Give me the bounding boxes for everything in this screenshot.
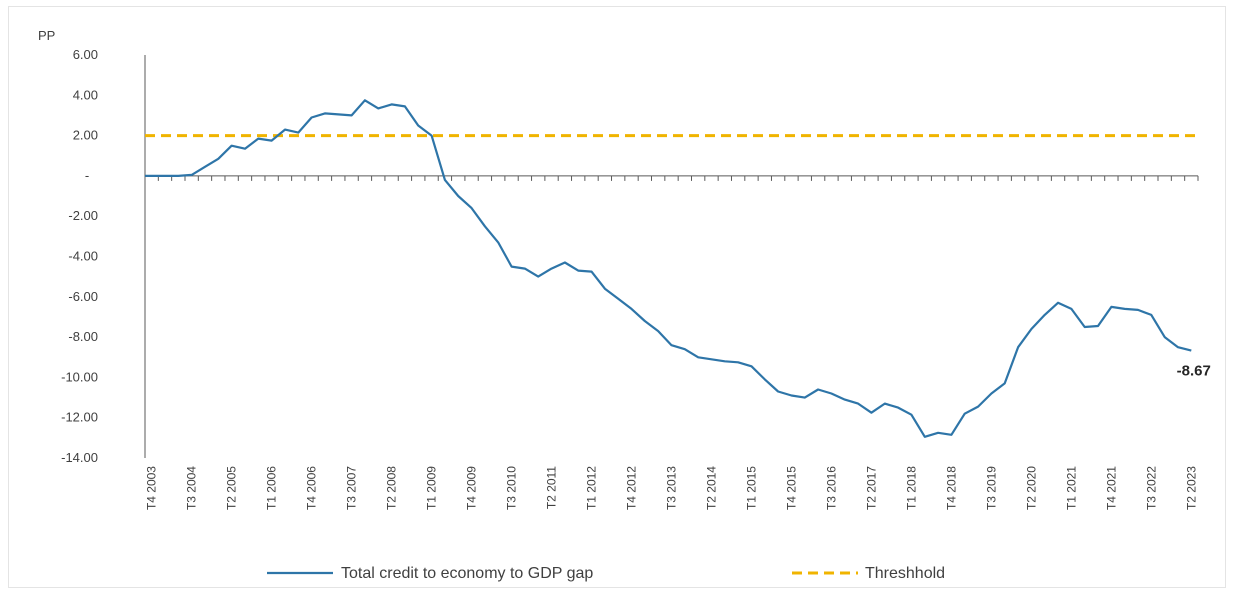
y-tick-label: -4.00: [68, 249, 98, 264]
x-tick-label: T1 2009: [425, 466, 439, 510]
y-tick-label: -: [85, 168, 89, 183]
x-tick-label: T2 2005: [225, 466, 239, 510]
last-value-label: -8.67: [1177, 363, 1211, 380]
x-tick-label: T4 2015: [784, 466, 798, 510]
x-tick-label: T4 2012: [625, 466, 639, 510]
x-tick-label: T4 2009: [465, 466, 479, 510]
y-unit-label: PP: [38, 28, 55, 43]
x-tick-label: T3 2010: [505, 466, 519, 510]
x-tick-label: T2 2011: [545, 466, 559, 509]
x-tick-label: T1 2015: [744, 466, 758, 510]
y-tick-label: -8.00: [68, 329, 98, 344]
x-tick-label: T4 2021: [1104, 466, 1118, 510]
y-tick-label: -2.00: [68, 208, 98, 223]
y-tick-label: 2.00: [73, 128, 98, 143]
legend-label-credit-gap: Total credit to economy to GDP gap: [341, 565, 593, 582]
x-tick-label: T2 2008: [385, 466, 399, 510]
x-tick-label: T2 2014: [704, 466, 718, 510]
x-tick-label: T1 2006: [265, 466, 279, 510]
y-tick-label: 4.00: [73, 87, 98, 102]
x-tick-label: T3 2022: [1144, 466, 1158, 510]
x-tick-label: T2 2020: [1024, 466, 1038, 510]
x-tick-label: T4 2003: [145, 466, 159, 510]
credit-gap-line: [145, 99, 1192, 438]
y-tick-label: -12.00: [61, 410, 98, 425]
x-tick-label: T3 2016: [824, 466, 838, 510]
x-tick-label: T1 2021: [1064, 466, 1078, 510]
y-tick-label: -6.00: [68, 289, 98, 304]
legend: Total credit to economy to GDP gap Thres…: [267, 565, 945, 582]
x-axis-minor-ticks: [144, 175, 1199, 181]
x-tick-label: T3 2007: [345, 466, 359, 510]
chart-frame: [8, 6, 1226, 588]
y-tick-label: 6.00: [73, 47, 98, 62]
x-tick-label: T2 2017: [864, 466, 878, 510]
y-tick-label: -14.00: [61, 450, 98, 465]
x-tick-label: T3 2013: [665, 466, 679, 510]
x-tick-label: T3 2019: [984, 466, 998, 510]
x-tick-label: T2 2023: [1184, 466, 1198, 510]
legend-label-threshold: Threshhold: [865, 565, 945, 582]
x-tick-label: T1 2012: [585, 466, 599, 510]
x-tick-label: T4 2018: [944, 466, 958, 510]
y-tick-label: -10.00: [61, 369, 98, 384]
x-tick-label: T4 2006: [305, 466, 319, 510]
y-axis-ticks: 6.00 4.00 2.00 - -2.00 -4.00 -6.00 -8.00 -10.00 -…: [61, 47, 98, 465]
x-tick-label: T3 2004: [185, 466, 199, 510]
x-tick-label: T1 2018: [904, 466, 918, 510]
x-axis-labels: T4 2003 T3 2004 T2 2005 T1 2006 T4 2006 T3 20…: [145, 466, 1199, 510]
